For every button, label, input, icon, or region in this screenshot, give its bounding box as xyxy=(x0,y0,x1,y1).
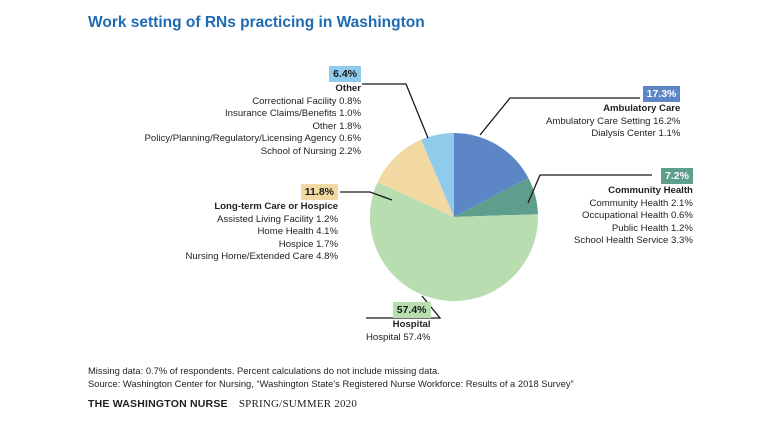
item-label: Insurance Claims/Benefits 1.0% xyxy=(225,108,361,120)
callout-community: 7.2% Community Health Community Health 2… xyxy=(574,168,693,248)
source-note: Source: Washington Center for Nursing, “… xyxy=(88,378,574,389)
group-label-long-term-care: Long-term Care or Hospice xyxy=(214,201,338,212)
pie-slice-hospital xyxy=(370,182,538,301)
pie-slice-ambulatory xyxy=(454,133,529,217)
item-label: Ambulatory Care Setting 16.2% xyxy=(546,115,681,127)
pie-slice-ltc xyxy=(377,139,454,217)
issue-label: SPRING/SUMMER 2020 xyxy=(238,398,358,410)
pct-badge-ambulatory: 17.3% xyxy=(642,86,681,102)
notes: Missing data: 0.7% of respondents. Perce… xyxy=(88,364,574,390)
leader-line-other xyxy=(362,83,429,139)
pct-badge-long-term-care: 11.8% xyxy=(300,184,338,200)
missing-data-note: Missing data: 0.7% of respondents. Perce… xyxy=(88,365,440,376)
item-label: Correctional Facility 0.8% xyxy=(252,95,361,107)
item-label: Occupational Health 0.6% xyxy=(581,210,693,222)
footer: THE WASHINGTON NURSE SPRING/SUMMER 2020 xyxy=(88,398,357,410)
item-label: Home Health 4.1% xyxy=(257,226,338,238)
group-label-hospital: Hospital xyxy=(392,319,431,330)
callout-hospital: 57.4% Hospital Hospital 57.4% xyxy=(366,302,431,344)
pct-badge-hospital: 57.4% xyxy=(392,302,431,318)
group-label-ambulatory: Ambulatory Care xyxy=(603,103,681,114)
pie-slice-community xyxy=(454,177,538,217)
magazine-name: THE WASHINGTON NURSE xyxy=(88,398,228,410)
leader-line-ambulatory xyxy=(479,97,640,136)
callout-other: 6.4% Other Correctional Facility 0.8% In… xyxy=(144,66,361,159)
item-label: Assisted Living Facility 1.2% xyxy=(216,213,338,225)
item-label: Other 1.8% xyxy=(312,120,361,132)
item-label: Hospice 1.7% xyxy=(278,238,338,250)
item-label: Public Health 1.2% xyxy=(611,222,693,234)
pie-slice-other xyxy=(421,133,454,217)
pct-badge-community: 7.2% xyxy=(660,168,693,184)
callout-long-term-care: 11.8% Long-term Care or Hospice Assisted… xyxy=(185,184,338,264)
callout-ambulatory: 17.3% Ambulatory Care Ambulatory Care Se… xyxy=(546,86,681,141)
item-label: Policy/Planning/Regulatory/Licensing Age… xyxy=(144,133,361,145)
pct-badge-other: 6.4% xyxy=(329,66,361,82)
item-label: Dialysis Center 1.1% xyxy=(591,128,681,140)
group-label-other: Other xyxy=(335,83,361,94)
item-label: School Health Service 3.3% xyxy=(574,235,693,247)
leader-line-community xyxy=(527,174,652,204)
chart-title: Work setting of RNs practicing in Washin… xyxy=(88,14,425,31)
item-label: Hospital 57.4% xyxy=(366,331,431,343)
item-label: Nursing Home/Extended Care 4.8% xyxy=(185,251,338,263)
item-label: School of Nursing 2.2% xyxy=(260,145,361,157)
leader-line-ltc xyxy=(340,191,393,201)
group-label-community: Community Health xyxy=(608,185,693,196)
item-label: Community Health 2.1% xyxy=(589,197,693,209)
